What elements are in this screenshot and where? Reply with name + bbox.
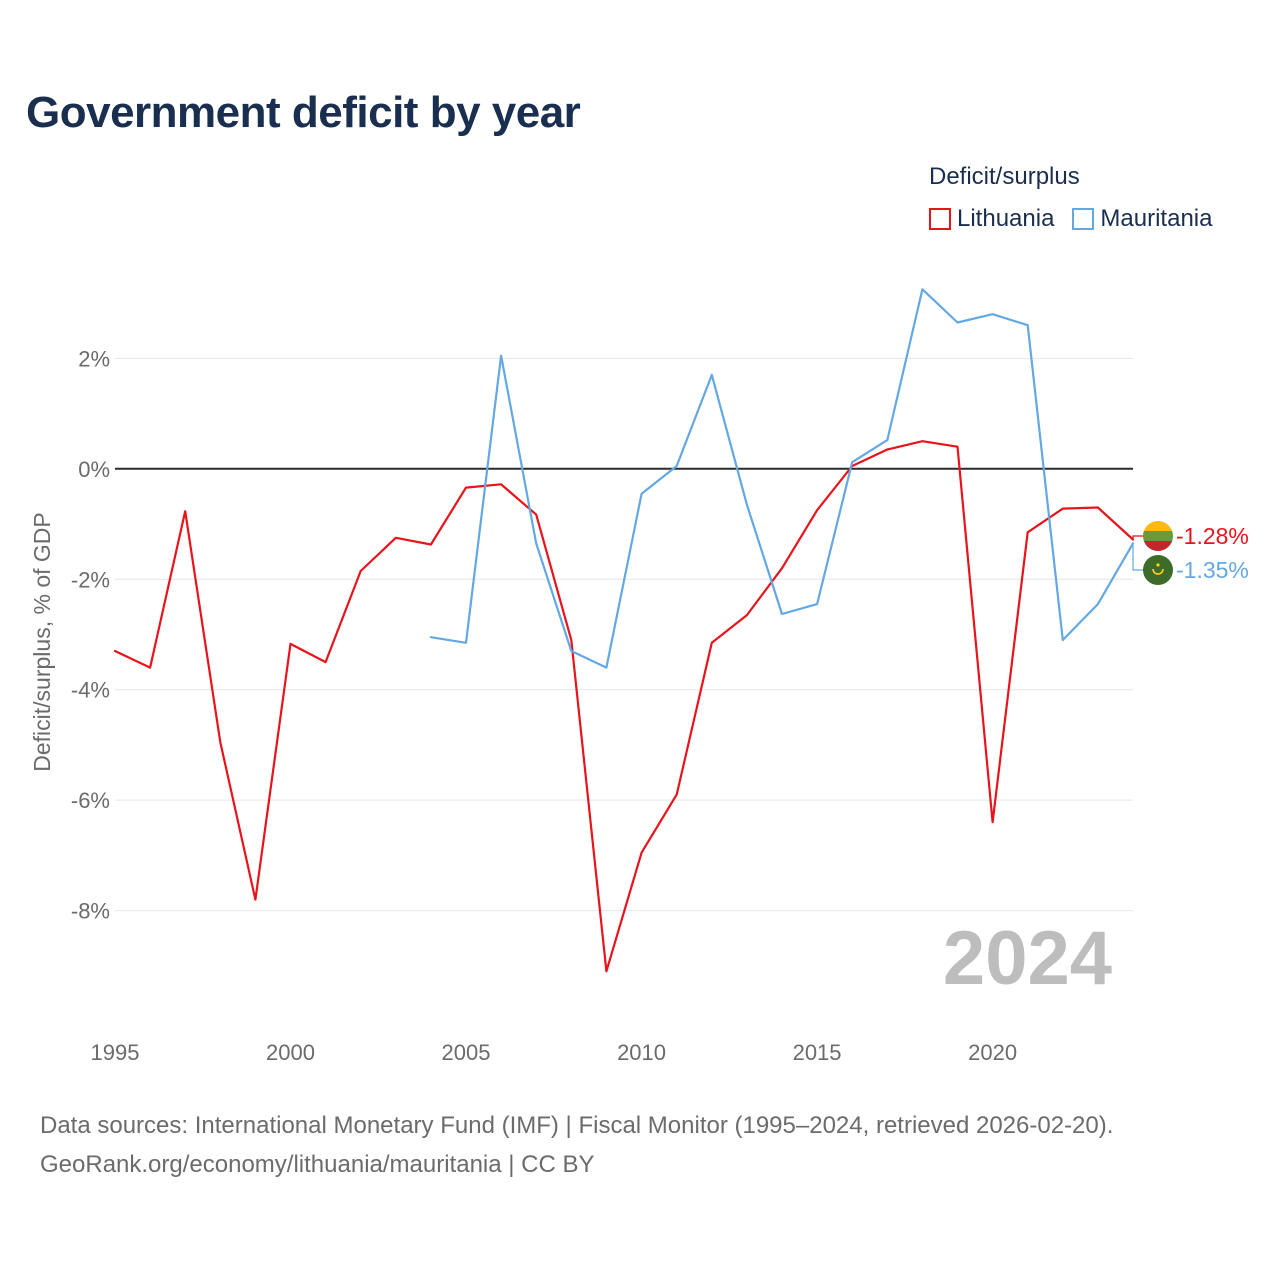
mauritania-flag-icon <box>1143 555 1173 585</box>
x-tick-label: 1995 <box>91 1040 140 1065</box>
axis-layer: 2% 0% -2% -4% -6% -8% 1995 2000 2005 2010 2015 2020 <box>71 346 1017 1065</box>
legend-item-lithuania[interactable]: Lithuania <box>929 205 1054 233</box>
x-tick-label: 2005 <box>442 1040 491 1065</box>
x-tick-label: 2015 <box>793 1040 842 1065</box>
legend-label-lithuania: Lithuania <box>957 205 1055 232</box>
y-axis-title: Deficit/surplus, % of GDP <box>29 512 55 771</box>
legend-label-mauritania: Mauritania <box>1100 205 1213 232</box>
series-layer <box>113 288 1135 973</box>
y-tick-label: 0% <box>78 457 110 482</box>
grid-layer <box>115 357 1133 912</box>
y-tick-label: -2% <box>71 567 110 592</box>
end-connector-lithuania <box>1132 535 1144 540</box>
y-tick-label: 2% <box>78 346 110 371</box>
legend: Lithuania Mauritania <box>929 205 1230 233</box>
x-tick-label: 2000 <box>266 1040 315 1065</box>
x-tick-label: 2020 <box>968 1040 1017 1065</box>
y-tick-label: -8% <box>71 899 110 924</box>
end-label-mauritania: -1.35% <box>1176 557 1249 583</box>
legend-title: Deficit/surplus <box>929 163 1080 190</box>
legend-item-mauritania[interactable]: Mauritania <box>1072 205 1212 233</box>
year-watermark: 2024 <box>943 916 1112 1001</box>
y-tick-label: -4% <box>71 678 110 703</box>
y-tick-label: -6% <box>71 788 110 813</box>
series-line-lithuania[interactable] <box>113 440 1135 973</box>
x-tick-label: 2010 <box>617 1040 666 1065</box>
chart-title: Government deficit by year <box>26 88 581 137</box>
footer-sources: Data sources: International Monetary Fun… <box>40 1112 1114 1139</box>
lithuania-flag-icon <box>1143 521 1173 551</box>
series-line-mauritania[interactable] <box>429 288 1135 669</box>
legend-swatch-lithuania <box>929 208 951 230</box>
end-label-layer: -1.28% -1.35% <box>1132 521 1249 585</box>
end-connector-mauritania <box>1132 543 1144 571</box>
legend-swatch-mauritania <box>1072 208 1095 230</box>
end-label-lithuania: -1.28% <box>1176 523 1249 549</box>
footer: Data sources: International Monetary Fun… <box>40 1106 1113 1184</box>
footer-attribution: GeoRank.org/economy/lithuania/mauritania… <box>40 1151 595 1178</box>
